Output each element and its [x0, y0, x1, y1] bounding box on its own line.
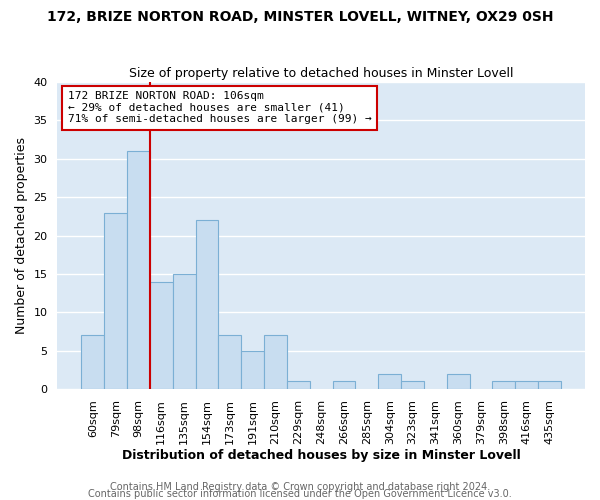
Bar [173, 274, 196, 389]
Bar [82, 336, 104, 389]
Bar [150, 282, 173, 389]
Bar [493, 382, 515, 389]
Bar [447, 374, 470, 389]
Bar [401, 382, 424, 389]
Bar [538, 382, 561, 389]
Bar [218, 336, 241, 389]
Bar [104, 212, 127, 389]
Text: 172 BRIZE NORTON ROAD: 106sqm
← 29% of detached houses are smaller (41)
71% of s: 172 BRIZE NORTON ROAD: 106sqm ← 29% of d… [68, 92, 372, 124]
Bar [515, 382, 538, 389]
Bar [287, 382, 310, 389]
Bar [332, 382, 355, 389]
Bar [241, 350, 264, 389]
Y-axis label: Number of detached properties: Number of detached properties [15, 137, 28, 334]
Bar [196, 220, 218, 389]
Title: Size of property relative to detached houses in Minster Lovell: Size of property relative to detached ho… [129, 66, 514, 80]
X-axis label: Distribution of detached houses by size in Minster Lovell: Distribution of detached houses by size … [122, 450, 521, 462]
Text: 172, BRIZE NORTON ROAD, MINSTER LOVELL, WITNEY, OX29 0SH: 172, BRIZE NORTON ROAD, MINSTER LOVELL, … [47, 10, 553, 24]
Bar [379, 374, 401, 389]
Text: Contains public sector information licensed under the Open Government Licence v3: Contains public sector information licen… [88, 489, 512, 499]
Bar [264, 336, 287, 389]
Bar [127, 151, 150, 389]
Text: Contains HM Land Registry data © Crown copyright and database right 2024.: Contains HM Land Registry data © Crown c… [110, 482, 490, 492]
